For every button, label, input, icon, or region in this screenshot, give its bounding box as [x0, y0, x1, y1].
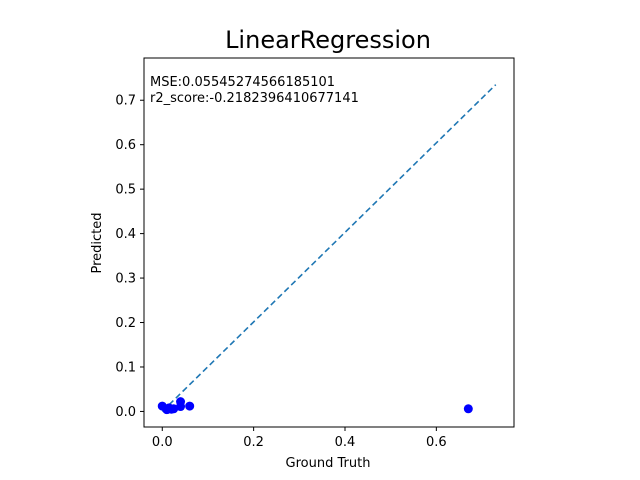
y-tick-label: 0.6 — [115, 138, 136, 153]
y-tick-label: 0.2 — [115, 316, 136, 331]
x-axis: 0.0 0.2 0.4 0.6 — [152, 427, 447, 450]
y-tick-label: 0.7 — [115, 94, 136, 109]
plot-area — [157, 84, 497, 415]
y-tick-label: 0.0 — [115, 405, 136, 420]
chart-title: LinearRegression — [225, 26, 431, 54]
y-axis: 0.0 0.1 0.2 0.3 0.4 0.5 0.6 0.7 — [115, 94, 144, 420]
y-tick-label: 0.5 — [115, 183, 136, 198]
y-tick-label: 0.3 — [115, 272, 136, 287]
mse-annotation: MSE:0.05545274566185101 — [150, 75, 335, 90]
x-tick-label: 0.4 — [335, 435, 356, 450]
plot-frame — [143, 57, 515, 428]
scatter-point — [169, 404, 179, 414]
x-tick-label: 0.0 — [152, 435, 173, 450]
x-axis-label: Ground Truth — [286, 456, 371, 471]
scatter-point — [185, 401, 195, 411]
y-axis-label: Predicted — [90, 212, 105, 273]
y-tick-label: 0.1 — [115, 360, 136, 375]
y-tick-label: 0.4 — [115, 227, 136, 242]
metrics-annotation: MSE:0.05545274566185101r2_score:-0.21823… — [150, 75, 359, 106]
r2-annotation: r2_score:-0.2182396410677141 — [150, 91, 359, 106]
scatter-point — [463, 404, 473, 414]
scatter-point — [176, 402, 186, 412]
x-tick-label: 0.2 — [243, 435, 264, 450]
x-tick-label: 0.6 — [426, 435, 447, 450]
series-layer — [157, 84, 497, 415]
reference-line — [161, 84, 497, 413]
